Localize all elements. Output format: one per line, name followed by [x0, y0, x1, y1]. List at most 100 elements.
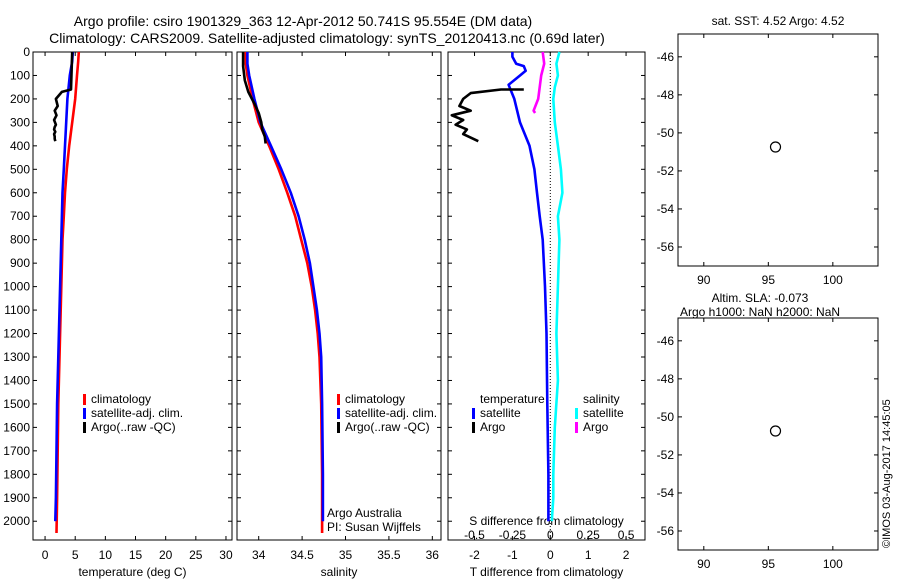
depth-tick-label: 1700	[3, 444, 30, 458]
x-axis-label: temperature (deg C)	[78, 565, 186, 579]
x-tick-label: -2	[469, 548, 480, 562]
x-tick-label: 25	[189, 548, 203, 562]
sst-map-background	[678, 34, 878, 266]
x-tick-label: 0	[42, 548, 49, 562]
map-x-tick-label: 95	[762, 557, 776, 571]
depth-tick-label: 300	[10, 115, 30, 129]
sla-map-title-line2: Argo h1000: NaN h2000: NaN	[680, 305, 840, 319]
map-y-tick-label: -46	[657, 334, 675, 348]
figure-title-line2: Climatology: CARS2009. Satellite-adjuste…	[49, 30, 605, 46]
map-y-tick-label: -54	[657, 202, 675, 216]
series-line-salinity-2	[241, 52, 267, 144]
legend-swatch-2	[337, 422, 340, 433]
map-y-tick-label: -48	[657, 88, 675, 102]
temperature-profile-panel: 0100200300400500600700800900100011001200…	[3, 45, 233, 579]
series-line-differences-0	[507, 52, 550, 522]
x-axis-label: salinity	[321, 565, 358, 579]
x-tick-label: 2	[623, 548, 630, 562]
depth-tick-label: 1200	[3, 327, 30, 341]
legend-group-heading-1: salinity	[583, 392, 620, 406]
map-x-tick-label: 90	[697, 273, 711, 287]
salinity-tick-label: 0.5	[618, 528, 635, 542]
series-line-differences-2	[550, 51, 564, 522]
depth-tick-label: 400	[10, 139, 30, 153]
legend-label-0: climatology	[345, 392, 405, 406]
depth-tick-label: 1600	[3, 420, 30, 434]
legend-swatch-0	[337, 394, 340, 405]
salinity-tick-label: 0.25	[576, 528, 600, 542]
imos-credit: ©IMOS 03-Aug-2017 14:45:05	[881, 399, 893, 548]
x-axis-label: T difference from climatology	[470, 565, 624, 579]
temperature-axes-frame	[32, 51, 233, 541]
x-tick-label: 36	[426, 548, 440, 562]
map-y-tick-label: -50	[657, 126, 675, 140]
legend-group-heading-0: temperature	[480, 392, 545, 406]
salinity-tick-label: -0.25	[499, 528, 527, 542]
series-line-differences-3	[532, 51, 546, 114]
legend-swatch	[472, 422, 475, 433]
sla-map-background	[678, 318, 878, 550]
difference-axes-frame	[447, 51, 646, 541]
map-y-tick-label: -50	[657, 410, 675, 424]
series-line-temperature-2	[52, 51, 74, 142]
sla-map-panel: Altim. SLA: -0.073 Argo h1000: NaN h2000…	[657, 291, 879, 571]
legend-swatch	[575, 408, 578, 419]
x-tick-label: 35.5	[377, 548, 401, 562]
depth-tick-label: 1800	[3, 467, 30, 481]
x-tick-label: 10	[99, 548, 113, 562]
salinity-axes-frame	[236, 51, 442, 541]
depth-tick-label: 1900	[3, 491, 30, 505]
sla-map-title-line1: Altim. SLA: -0.073	[712, 291, 809, 305]
sst-map-panel: sat. SST: 4.52 Argo: 4.52 90 95 100 -46 -48 -…	[657, 14, 879, 287]
map-x-tick-label: 95	[762, 273, 776, 287]
x-tick-label: 34.5	[290, 548, 314, 562]
argo-float-marker	[769, 141, 782, 153]
legend-swatch-1	[337, 408, 340, 419]
salinity-tick-label: -0.5	[464, 528, 485, 542]
figure-title-line1: Argo profile: csiro 1901329_363 12-Apr-2…	[74, 13, 532, 29]
series-line-salinity-0	[244, 52, 324, 533]
depth-tick-label: 100	[10, 68, 30, 82]
depth-tick-label: 1100	[4, 303, 30, 317]
legend-swatch-1	[83, 408, 86, 419]
legend-label: satellite	[480, 406, 521, 420]
x-tick-label: 5	[72, 548, 79, 562]
legend-label-1: satellite-adj. clim.	[345, 406, 437, 420]
legend-label-1: satellite-adj. clim.	[91, 406, 183, 420]
depth-tick-label: 900	[10, 256, 30, 270]
salinity-diff-axis-label: S difference from climatology	[469, 514, 624, 528]
depth-tick-label: 1300	[3, 350, 30, 364]
x-tick-label: 30	[219, 548, 233, 562]
series-line-differences-1	[450, 88, 524, 143]
depth-tick-label: 200	[10, 92, 30, 106]
x-tick-label: 20	[159, 548, 173, 562]
depth-tick-label: 1500	[3, 397, 30, 411]
salinity-profile-panel: 34 34.5 35 35.5 36 salinity climatologysatelli…	[236, 51, 442, 579]
legend-label: Argo	[583, 420, 609, 434]
x-tick-label: 34	[252, 548, 266, 562]
map-y-tick-label: -46	[657, 50, 675, 64]
map-y-tick-label: -52	[657, 164, 675, 178]
depth-tick-label: 2000	[3, 514, 30, 528]
map-y-tick-label: -54	[657, 486, 675, 500]
legend-swatch	[575, 422, 578, 433]
map-x-tick-label: 100	[823, 557, 843, 571]
depth-tick-label: 500	[10, 162, 30, 176]
series-line-salinity-1	[246, 52, 325, 522]
legend-label-0: climatology	[91, 392, 151, 406]
depth-tick-label: 700	[10, 209, 30, 223]
sst-map-title: sat. SST: 4.52 Argo: 4.52	[712, 14, 845, 28]
map-y-tick-label: -48	[657, 372, 675, 386]
x-tick-label: 15	[129, 548, 143, 562]
series-line-temperature-1	[54, 51, 75, 522]
depth-tick-label: 600	[10, 186, 30, 200]
map-x-tick-label: 90	[697, 557, 711, 571]
depth-tick-label: 0	[23, 45, 30, 59]
legend-label: Argo	[480, 420, 506, 434]
x-tick-label: 35	[339, 548, 353, 562]
legend-swatch-2	[83, 422, 86, 433]
depth-tick-label: 1400	[3, 373, 30, 387]
legend-label-2: Argo(..raw -QC)	[91, 420, 176, 434]
